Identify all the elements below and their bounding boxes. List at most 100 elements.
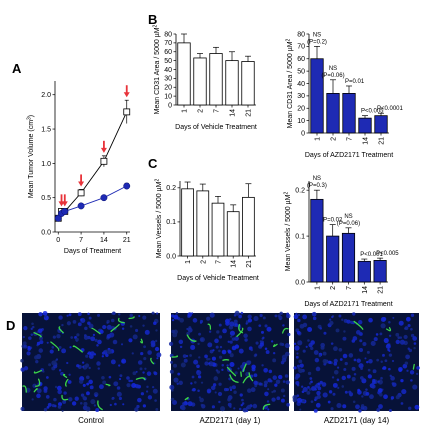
nucleus: [383, 337, 389, 344]
data-point: [54, 214, 62, 222]
nucleus: [201, 404, 206, 409]
nucleus: [307, 371, 312, 376]
nucleus: [275, 379, 281, 385]
nucleus: [245, 409, 249, 413]
nucleus: [190, 344, 196, 350]
nucleus: [168, 341, 174, 346]
nucleus: [44, 315, 47, 318]
nucleus: [206, 316, 211, 321]
nucleus: [259, 340, 262, 343]
nucleus: [42, 370, 45, 373]
nucleus: [221, 349, 227, 355]
nucleus: [234, 310, 240, 316]
nucleus: [282, 380, 286, 383]
nucleus: [74, 337, 79, 342]
nucleus: [359, 339, 363, 343]
nucleus: [155, 407, 159, 411]
nucleus: [218, 400, 221, 404]
nucleus: [43, 386, 48, 391]
nucleus: [28, 336, 32, 340]
y-tick-label: 70: [297, 44, 305, 51]
nucleus: [280, 360, 285, 365]
y-tick-label: 60: [164, 49, 172, 56]
y-axis-label: Mean Vessels / 5000 µM2: [155, 178, 164, 258]
nucleus: [296, 398, 299, 402]
significance-label: P<0.001: [360, 252, 383, 258]
bar: [310, 58, 324, 134]
nucleus: [382, 366, 387, 370]
nucleus: [349, 392, 354, 397]
nucleus: [189, 354, 192, 357]
nucleus: [222, 328, 227, 334]
micrograph-caption: AZD2171 (day 1): [200, 416, 261, 425]
nucleus: [413, 342, 417, 345]
nucleus: [358, 320, 363, 325]
nucleus: [407, 347, 410, 351]
nucleus: [383, 394, 388, 400]
y-tick-label: 0.0: [166, 253, 176, 260]
vessel: [72, 345, 83, 353]
nucleus: [341, 318, 344, 321]
nucleus: [68, 313, 72, 317]
nucleus: [252, 403, 258, 409]
vessel: [207, 323, 212, 330]
nucleus: [264, 391, 269, 397]
nucleus: [243, 333, 248, 339]
nucleus: [38, 312, 43, 317]
nucleus: [331, 315, 334, 319]
nucleus: [69, 346, 72, 349]
nucleus: [312, 316, 317, 321]
nucleus: [96, 361, 101, 366]
nucleus: [279, 311, 283, 315]
nucleus: [204, 361, 209, 366]
nucleus: [147, 350, 152, 355]
vessel: [33, 332, 42, 338]
nucleus: [128, 379, 131, 383]
nucleus: [297, 313, 301, 317]
vessel: [22, 385, 27, 393]
nucleus: [405, 316, 411, 322]
nucleus: [216, 330, 220, 334]
nucleus: [218, 382, 222, 386]
x-tick-label: 1: [315, 137, 322, 141]
nucleus: [247, 318, 253, 323]
nucleus: [265, 350, 270, 354]
nucleus: [63, 391, 67, 395]
nucleus: [258, 382, 262, 386]
nucleus: [213, 376, 219, 381]
significance-label: (P=0.3): [307, 183, 327, 189]
nucleus: [333, 369, 339, 375]
nucleus: [221, 368, 224, 371]
nucleus: [58, 315, 63, 320]
nucleus: [332, 392, 336, 396]
vessel: [150, 357, 155, 365]
nucleus: [391, 359, 395, 363]
nucleus: [139, 367, 143, 371]
nucleus: [128, 338, 133, 343]
nucleus: [366, 350, 370, 354]
nucleus: [85, 354, 89, 358]
nucleus: [57, 389, 62, 395]
nucleus: [26, 351, 31, 356]
nucleus: [269, 379, 273, 383]
nucleus: [223, 387, 228, 392]
vessel: [186, 334, 197, 342]
vessel: [238, 324, 244, 334]
nucleus: [379, 392, 383, 397]
nucleus: [85, 406, 91, 412]
nucleus: [255, 341, 259, 345]
nucleus: [43, 407, 48, 412]
nucleus: [70, 336, 74, 339]
x-axis-label: Days of Vehicle Treatment: [177, 275, 259, 282]
nucleus: [299, 363, 304, 368]
nucleus: [261, 337, 264, 340]
nucleus: [49, 349, 54, 354]
nucleus: [176, 382, 179, 385]
nucleus: [150, 343, 156, 348]
nucleus: [314, 388, 317, 391]
nucleus: [112, 339, 118, 345]
nucleus: [230, 335, 233, 338]
nucleus: [48, 363, 52, 367]
